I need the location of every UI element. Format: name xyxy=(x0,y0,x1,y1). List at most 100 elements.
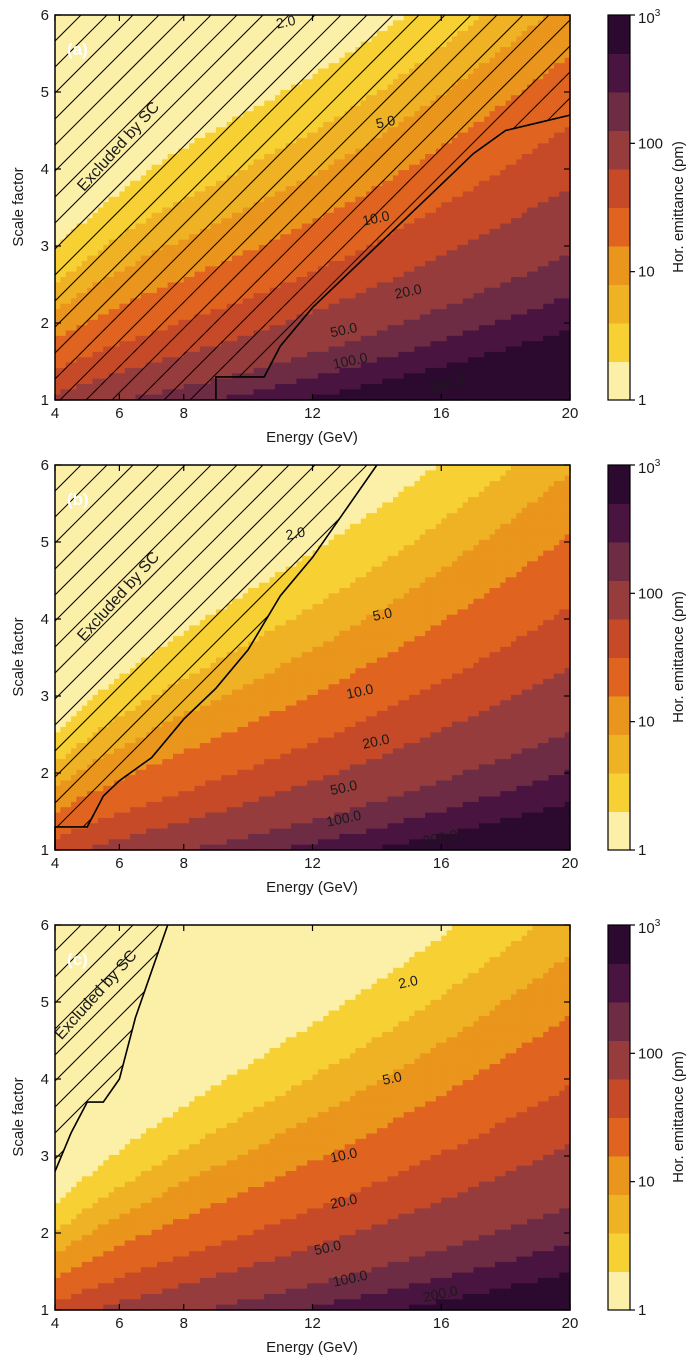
heatmap-cell xyxy=(55,31,61,37)
heatmap-cell xyxy=(312,378,319,385)
heatmap-cell xyxy=(301,325,308,332)
heatmap-cell xyxy=(103,357,110,364)
heatmap-cell xyxy=(76,298,83,305)
heatmap-cell xyxy=(274,148,281,155)
heatmap-cell xyxy=(419,100,426,107)
heatmap-cell xyxy=(301,111,308,118)
heatmap-cell xyxy=(237,389,244,396)
heatmap-cell xyxy=(360,260,367,267)
heatmap-cell xyxy=(398,341,405,348)
heatmap-cell xyxy=(258,63,265,70)
heatmap-cell xyxy=(328,309,335,316)
heatmap-cell xyxy=(248,341,255,348)
heatmap-cell xyxy=(65,218,72,225)
heatmap-cell xyxy=(189,111,196,118)
heatmap-cell xyxy=(60,127,67,134)
heatmap-cell xyxy=(296,148,303,155)
heatmap-cell xyxy=(409,218,416,225)
heatmap-cell xyxy=(189,159,196,166)
heatmap-cell xyxy=(307,191,314,198)
heatmap-cell xyxy=(328,250,335,257)
heatmap-cell xyxy=(65,41,72,48)
heatmap-cell xyxy=(339,148,346,155)
heatmap-cell xyxy=(178,260,185,267)
heatmap-cell xyxy=(274,137,281,144)
heatmap-cell xyxy=(355,277,362,283)
heatmap-cell xyxy=(248,100,255,107)
heatmap-cell xyxy=(183,202,190,209)
heatmap-cell xyxy=(130,239,137,246)
heatmap-cell xyxy=(221,383,228,390)
heatmap-cell xyxy=(87,335,94,342)
heatmap-cell xyxy=(130,154,137,160)
heatmap-cell xyxy=(403,207,410,214)
heatmap-cell xyxy=(130,319,137,326)
heatmap-cell xyxy=(398,357,405,364)
heatmap-cell xyxy=(135,196,142,203)
heatmap-cell xyxy=(419,218,426,225)
heatmap-cell xyxy=(285,207,292,214)
heatmap-cell xyxy=(146,127,153,134)
heatmap-cell xyxy=(392,25,399,32)
heatmap-cell xyxy=(274,357,281,364)
heatmap-cell xyxy=(210,121,217,128)
heatmap-cell xyxy=(350,20,357,27)
heatmap-cell xyxy=(162,260,169,267)
heatmap-cell xyxy=(301,260,308,267)
heatmap-cell xyxy=(173,63,179,70)
heatmap-cell xyxy=(135,25,142,32)
heatmap-cell xyxy=(269,207,276,214)
heatmap-cell xyxy=(173,319,179,326)
heatmap-cell xyxy=(274,212,281,219)
heatmap-cell xyxy=(103,164,110,171)
heatmap-cell xyxy=(344,148,351,155)
heatmap-cell xyxy=(242,73,249,80)
heatmap-cell xyxy=(301,105,308,112)
heatmap-cell xyxy=(398,191,405,198)
heatmap-cell xyxy=(156,31,163,37)
heatmap-cell xyxy=(87,250,94,257)
heatmap-cell xyxy=(339,191,346,198)
heatmap-cell xyxy=(210,47,217,54)
heatmap-cell xyxy=(65,383,72,390)
heatmap-cell xyxy=(194,255,201,262)
heatmap-cell xyxy=(387,330,394,337)
heatmap-cell xyxy=(178,127,185,134)
heatmap-cell xyxy=(366,84,373,91)
heatmap-cell xyxy=(328,100,335,107)
heatmap-cell xyxy=(307,244,314,251)
heatmap-cell xyxy=(81,132,88,139)
heatmap-cell xyxy=(65,137,72,144)
heatmap-cell xyxy=(317,20,324,27)
heatmap-cell xyxy=(301,127,308,134)
heatmap-cell xyxy=(274,63,281,70)
heatmap-cell xyxy=(382,57,389,64)
heatmap-cell xyxy=(119,394,126,401)
heatmap-cell xyxy=(312,389,319,396)
heatmap-cell xyxy=(173,175,179,182)
heatmap-cell xyxy=(291,191,297,198)
heatmap-cell xyxy=(344,277,351,283)
heatmap-cell xyxy=(140,164,147,171)
heatmap-cell xyxy=(419,266,426,273)
heatmap-cell xyxy=(210,15,217,21)
heatmap-cell xyxy=(108,266,115,273)
heatmap-cell xyxy=(130,250,137,257)
heatmap-cell xyxy=(232,52,238,59)
heatmap-cell xyxy=(189,244,196,251)
heatmap-cell xyxy=(71,223,78,230)
heatmap-cell xyxy=(162,341,169,348)
heatmap-cell xyxy=(151,127,158,134)
heatmap-cell xyxy=(414,159,421,166)
heatmap-cell xyxy=(55,127,61,134)
heatmap-cell xyxy=(398,180,405,187)
heatmap-cell xyxy=(355,389,362,396)
heatmap-cell xyxy=(215,202,222,209)
heatmap-cell xyxy=(60,175,67,182)
heatmap-cell xyxy=(81,314,88,321)
heatmap-cell xyxy=(76,186,83,193)
heatmap-cell xyxy=(360,148,367,155)
heatmap-cell xyxy=(92,196,99,203)
heatmap-cell xyxy=(382,367,389,374)
heatmap-cell xyxy=(183,68,190,75)
